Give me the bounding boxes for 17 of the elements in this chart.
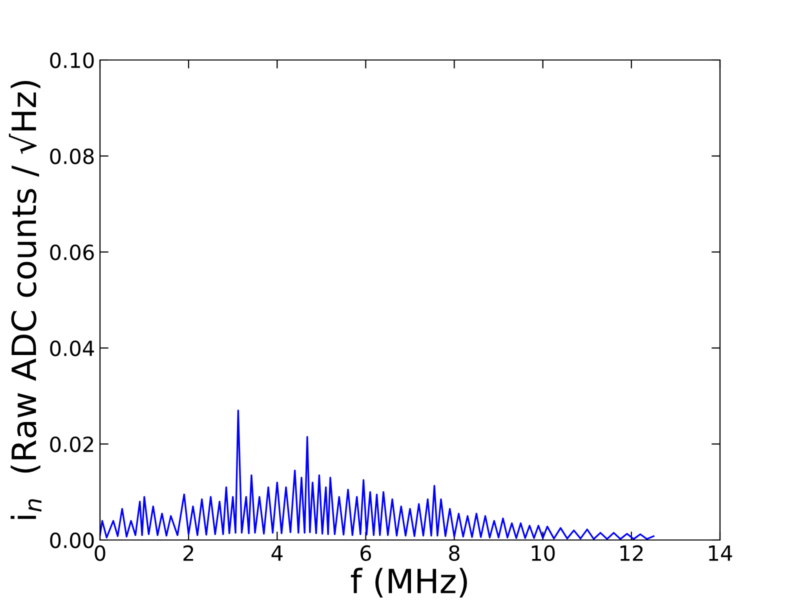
x-axis-title: f (MHz) [350,568,467,598]
x-tick-label: 8 [449,545,460,561]
x-tick-label: 10 [532,545,555,561]
y-tick-label: 0.10 [50,52,94,68]
y-tick-label: 0.06 [50,244,94,260]
x-tick-label: 6 [360,545,372,561]
x-tick-label: 0 [94,545,106,561]
x-tick-label: 14 [709,546,732,561]
y-tick-label: 0.08 [50,148,94,164]
line-series [100,410,654,540]
y-tick-label: 0.00 [50,532,94,548]
y-axis-title: i$_{n}$ (Raw ADC counts / √Hz) [8,80,42,519]
x-tick-label: 4 [272,546,283,561]
y-tick-label: 0.02 [50,436,94,452]
x-tick-label: 2 [183,545,194,561]
y-tick-label: 0.04 [50,340,94,356]
x-tick-label: 12 [620,545,643,561]
